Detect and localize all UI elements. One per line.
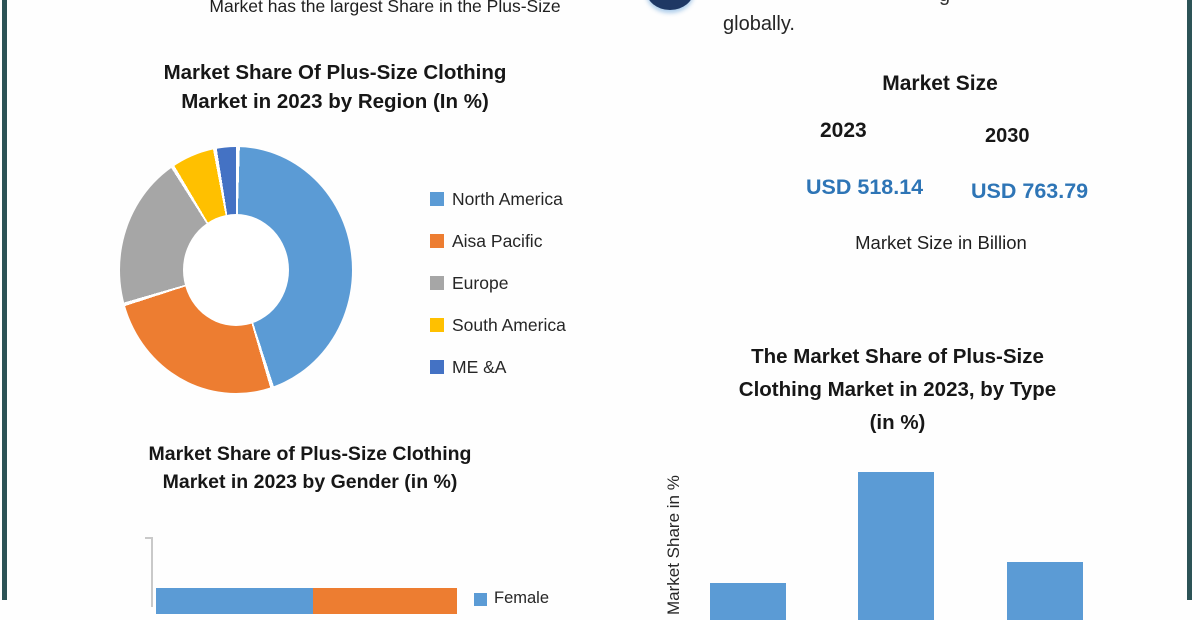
legend-item: Europe bbox=[430, 262, 620, 304]
gender-chart-title-line2: Market in 2023 by Gender (in %) bbox=[162, 471, 458, 493]
type-chart-bar-1 bbox=[710, 583, 786, 620]
market-size-caption: Market Size in Billion bbox=[855, 232, 1027, 253]
legend-item: North America bbox=[430, 178, 620, 220]
legend-swatch-north-america bbox=[430, 192, 444, 206]
intro-text-right-fragment: globally. bbox=[723, 13, 795, 35]
market-size-value-2030: USD 763.79 bbox=[971, 179, 1089, 203]
type-chart-bar-2 bbox=[858, 472, 934, 620]
gender-y-axis-line bbox=[151, 537, 153, 607]
type-chart-title-line2: Clothing Market in 2023, by Type bbox=[738, 378, 1057, 401]
type-chart-y-axis-label: Market Share in % bbox=[664, 475, 683, 615]
legend-swatch-south-america bbox=[430, 318, 444, 332]
legend-swatch-europe bbox=[430, 276, 444, 290]
legend-label: Aisa Pacific bbox=[452, 230, 543, 251]
cutoff-text-glyph: g bbox=[939, 0, 950, 7]
legend-item: South America bbox=[430, 304, 620, 346]
region-chart-title-line2: Market in 2023 by Region (In %) bbox=[181, 90, 489, 113]
left-frame-border bbox=[2, 0, 7, 600]
gender-bar-segment-male bbox=[312, 588, 457, 614]
gender-chart-title-line1: Market Share of Plus-Size Clothing bbox=[148, 443, 472, 465]
gender-bar-segment-female bbox=[156, 588, 313, 614]
donut-hole bbox=[183, 214, 289, 326]
market-size-year-2023: 2023 bbox=[820, 119, 867, 142]
intro-text-left-fragment: Market has the largest Share in the Plus… bbox=[209, 0, 561, 16]
right-frame-border bbox=[1187, 0, 1192, 600]
type-chart-title-line1: The Market Share of Plus-Size bbox=[751, 345, 1044, 368]
legend-label: North America bbox=[452, 188, 563, 209]
market-size-value-2023: USD 518.14 bbox=[806, 175, 924, 199]
legend-swatch-me-a bbox=[430, 360, 444, 374]
gender-legend-label: Female bbox=[494, 589, 550, 607]
region-legend: North America Aisa Pacific Europe South … bbox=[430, 178, 620, 388]
legend-label: South America bbox=[452, 314, 566, 335]
type-chart-title-line3: (in %) bbox=[869, 411, 926, 434]
gender-stacked-bar bbox=[156, 588, 457, 614]
legend-label: Europe bbox=[452, 272, 509, 293]
gender-axis-tick bbox=[145, 537, 152, 539]
region-chart-title-line1: Market Share Of Plus-Size Clothing bbox=[163, 61, 507, 84]
type-chart-bar-3 bbox=[1007, 562, 1083, 620]
legend-label: ME &A bbox=[452, 356, 507, 377]
legend-item: ME &A bbox=[430, 346, 620, 388]
legend-item: Aisa Pacific bbox=[430, 220, 620, 262]
legend-swatch-aisa-pacific bbox=[430, 234, 444, 248]
region-chart-title: Market Share Of Plus-Size Clothing Marke… bbox=[110, 58, 560, 116]
gender-chart-title: Market Share of Plus-Size Clothing Marke… bbox=[95, 440, 525, 496]
market-size-heading: Market Size bbox=[882, 72, 998, 95]
market-size-year-2030: 2030 bbox=[985, 125, 1030, 147]
company-logo-icon bbox=[646, 0, 694, 10]
type-chart-title: The Market Share of Plus-Size Clothing M… bbox=[695, 340, 1100, 439]
